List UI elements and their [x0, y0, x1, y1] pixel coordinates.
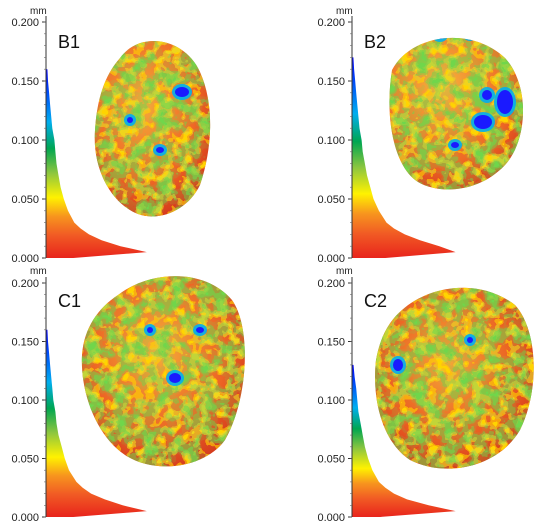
- axis-unit: mm: [336, 6, 353, 17]
- surface-peak-core: [127, 117, 133, 123]
- histogram-area: [46, 329, 147, 517]
- y-tick-label: 0.200: [317, 278, 345, 290]
- surface-peak-core: [497, 90, 513, 114]
- surface-c1: [81, 276, 245, 467]
- panel-label: B1: [58, 32, 80, 52]
- y-tick-label: 0.150: [317, 337, 345, 349]
- y-tick-label: 0.000: [11, 253, 39, 265]
- panel-label: C1: [58, 291, 81, 311]
- y-tick-label: 0.050: [11, 454, 39, 466]
- surface-peak-core: [435, 37, 445, 39]
- histogram-area: [352, 364, 456, 517]
- surface-peak-core: [482, 90, 492, 100]
- panel-b2: 0.200 0.150 0.100 0.050 0.000 mm B2: [317, 6, 524, 265]
- histogram-bars: [353, 364, 514, 516]
- axis-unit: mm: [30, 266, 47, 277]
- surface-peak-core: [451, 142, 459, 148]
- y-tick-label: 0.000: [11, 512, 39, 524]
- surface-peak-core: [196, 327, 204, 333]
- y-tick-label: 0.100: [317, 135, 345, 147]
- panel-b1: 0.200 0.150 0.100 0.050 0.000 mm B1: [11, 6, 211, 265]
- y-tick-label: 0.150: [11, 76, 39, 88]
- surface-peak-core: [147, 327, 153, 333]
- panel-label: B2: [364, 32, 386, 52]
- surface-peak: [463, 37, 477, 41]
- surface-b2: [389, 37, 524, 190]
- surface-peak-core: [175, 87, 189, 97]
- histogram-bars: [353, 57, 519, 257]
- surface-texture: [81, 276, 245, 467]
- histogram-area: [46, 69, 147, 258]
- y-tick-label: 0.050: [11, 194, 39, 206]
- y-tick-label: 0.050: [317, 454, 345, 466]
- y-tick-label: 0.100: [11, 395, 39, 407]
- panel-c1: 0.200 0.150 0.100 0.050 0.000 mm C1: [11, 266, 245, 524]
- histogram-bars: [47, 69, 201, 257]
- surface-peak-core: [156, 147, 164, 153]
- surface-peak-core: [169, 373, 181, 383]
- y-tick-label: 0.100: [11, 135, 39, 147]
- y-tick-label: 0.200: [11, 278, 39, 290]
- surface-peak-core: [467, 337, 473, 343]
- y-tick-label: 0.050: [317, 194, 345, 206]
- y-tick-label: 0.200: [317, 17, 345, 29]
- surface-texture: [375, 287, 534, 469]
- surface-peak-core: [466, 37, 474, 38]
- surface-peak: [432, 37, 448, 42]
- surface-peak-core: [474, 115, 492, 129]
- y-tick-label: 0.000: [317, 512, 345, 524]
- axis-unit: mm: [336, 266, 353, 277]
- axis-unit: mm: [30, 6, 47, 17]
- y-tick-label: 0.200: [11, 17, 39, 29]
- y-tick-label: 0.150: [11, 337, 39, 349]
- histogram-bars: [47, 330, 205, 516]
- y-tick-label: 0.100: [317, 395, 345, 407]
- surface-c2: [375, 287, 534, 469]
- surface-b1: [94, 41, 211, 217]
- y-tick-label: 0.000: [317, 253, 345, 265]
- panel-c2: 0.200 0.150 0.100 0.050 0.000 mm C2: [317, 266, 534, 524]
- panel-label: C2: [364, 291, 387, 311]
- surface-texture: [94, 41, 211, 217]
- surface-peak-core: [393, 359, 403, 371]
- y-tick-label: 0.150: [317, 76, 345, 88]
